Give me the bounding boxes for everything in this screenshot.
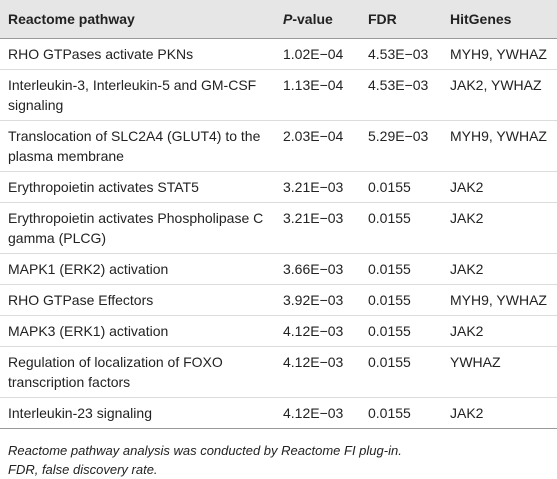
footnote: FDR, false discovery rate. [8, 462, 158, 477]
table-cell: JAK2 [442, 397, 557, 429]
header-cell: Reactome pathway [0, 0, 275, 39]
table-cell: 0.0155 [360, 202, 442, 254]
table-cell: Translocation of SLC2A4 (GLUT4) to the p… [0, 120, 275, 172]
table-row: MAPK3 (ERK1) activation 4.12E−03 0.0155 JAK… [0, 315, 557, 347]
table-cell: 3.66E−03 [275, 253, 360, 285]
table-cell: MYH9, YWHAZ [442, 120, 557, 172]
table-cell: JAK2, YWHAZ [442, 69, 557, 121]
table-row: Translocation of SLC2A4 (GLUT4) to the p… [0, 120, 557, 172]
table-cell: 3.21E−03 [275, 202, 360, 254]
table-cell: JAK2 [442, 202, 557, 254]
table-cell: Erythropoietin activates STAT5 [0, 171, 275, 203]
header-cell: HitGenes [442, 0, 557, 39]
footnotes: Reactome pathway analysis was conducted … [0, 429, 557, 479]
table-cell: 0.0155 [360, 284, 442, 316]
table-cell: 4.12E−03 [275, 315, 360, 347]
table-cell: MYH9, YWHAZ [442, 284, 557, 316]
table-cell: 0.0155 [360, 253, 442, 285]
table-row: RHO GTPase Effectors 3.92E−03 0.0155 MYH9, … [0, 284, 557, 316]
table-cell: 0.0155 [360, 171, 442, 203]
table-cell: RHO GTPase Effectors [0, 284, 275, 316]
table-row: Interleukin-3, Interleukin-5 and GM-CSF … [0, 69, 557, 121]
table-cell: MAPK3 (ERK1) activation [0, 315, 275, 347]
table-cell: 2.03E−04 [275, 120, 360, 172]
table-row: Regulation of localization of FOXO trans… [0, 346, 557, 398]
table-cell: 3.21E−03 [275, 171, 360, 203]
footnote: Reactome pathway analysis was conducted … [8, 443, 402, 458]
table-cell: Regulation of localization of FOXO trans… [0, 346, 275, 398]
table-cell: Interleukin-23 signaling [0, 397, 275, 429]
table-cell: 0.0155 [360, 315, 442, 347]
table-cell: YWHAZ [442, 346, 557, 398]
table-cell: 1.02E−04 [275, 38, 360, 70]
table-cell: 0.0155 [360, 397, 442, 429]
header-cell: FDR [360, 0, 442, 39]
header-cell: P-value [275, 0, 360, 39]
table-row: Erythropoietin activates STAT5 3.21E−03 0.… [0, 171, 557, 203]
table-row: Erythropoietin activates Phospholipase C… [0, 202, 557, 254]
table-cell: MAPK1 (ERK2) activation [0, 253, 275, 285]
table-cell: JAK2 [442, 253, 557, 285]
table-cell: JAK2 [442, 315, 557, 347]
table-cell: Interleukin-3, Interleukin-5 and GM-CSF … [0, 69, 275, 121]
table-cell: 4.12E−03 [275, 397, 360, 429]
table-cell: 4.53E−03 [360, 38, 442, 70]
table-cell: 4.53E−03 [360, 69, 442, 121]
table-cell: RHO GTPases activate PKNs [0, 38, 275, 70]
table-body: RHO GTPases activate PKNs 1.02E−04 4.53E−0… [0, 38, 557, 429]
header-row: Reactome pathway P-value FDR HitGenes [0, 0, 557, 39]
table-cell: 5.29E−03 [360, 120, 442, 172]
table-cell: JAK2 [442, 171, 557, 203]
table-cell: 3.92E−03 [275, 284, 360, 316]
table-cell: 1.13E−04 [275, 69, 360, 121]
table-row: Interleukin-23 signaling 4.12E−03 0.0155 JA… [0, 397, 557, 429]
table-cell: 4.12E−03 [275, 346, 360, 398]
table-cell: 0.0155 [360, 346, 442, 398]
table-row: MAPK1 (ERK2) activation 3.66E−03 0.0155 JAK… [0, 253, 557, 285]
table: Reactome pathway P-value FDR HitGenes RHO G… [0, 0, 557, 429]
table-cell: Erythropoietin activates Phospholipase C… [0, 202, 275, 254]
table-cell: MYH9, YWHAZ [442, 38, 557, 70]
table-row: RHO GTPases activate PKNs 1.02E−04 4.53E−0… [0, 38, 557, 70]
